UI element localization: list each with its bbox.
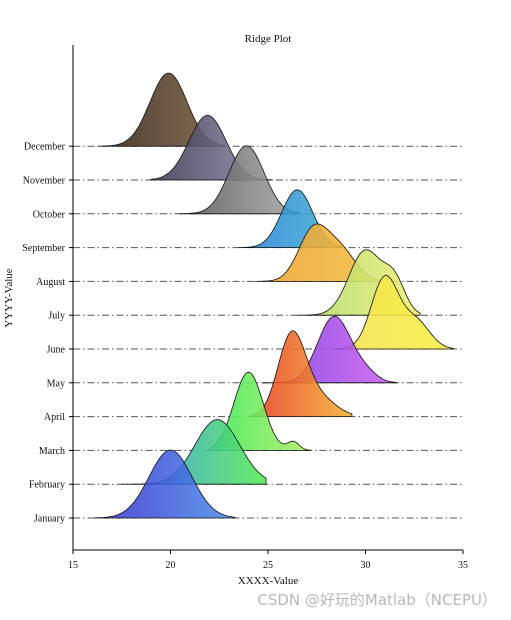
- y-axis-title: YYYY-Value: [3, 268, 15, 327]
- y-ticks: January February March April May June July Augu…: [22, 142, 73, 525]
- x-tick-label: 25: [263, 560, 273, 571]
- y-tick-label: August: [36, 277, 65, 288]
- x-ticks: 15 20 25 30 35: [68, 550, 468, 571]
- y-tick-label: January: [34, 514, 65, 525]
- y-tick-label: April: [44, 412, 65, 423]
- x-tick-label: 35: [458, 560, 468, 571]
- y-tick-label: September: [22, 243, 65, 254]
- y-tick-label: March: [39, 446, 65, 457]
- x-tick-label: 20: [166, 560, 176, 571]
- ridge-april: [250, 330, 353, 417]
- ridges: [94, 72, 454, 519]
- y-tick-label: June: [47, 345, 66, 356]
- y-tick-label: May: [47, 378, 65, 389]
- x-tick-label: 30: [361, 560, 371, 571]
- y-tick-label: December: [24, 142, 66, 153]
- x-axis-title: XXXX-Value: [238, 575, 299, 587]
- x-tick-label: 15: [68, 560, 78, 571]
- ridge-october: [179, 145, 302, 215]
- y-tick-label: February: [29, 480, 65, 491]
- y-tick-label: October: [33, 209, 66, 220]
- ridge-january: [94, 449, 236, 519]
- y-tick-label: November: [23, 176, 66, 187]
- y-tick-label: July: [48, 311, 65, 322]
- chart-title: Ridge Plot: [245, 33, 292, 45]
- watermark-text: CSDN @好玩的Matlab（NCEPU）: [257, 591, 497, 609]
